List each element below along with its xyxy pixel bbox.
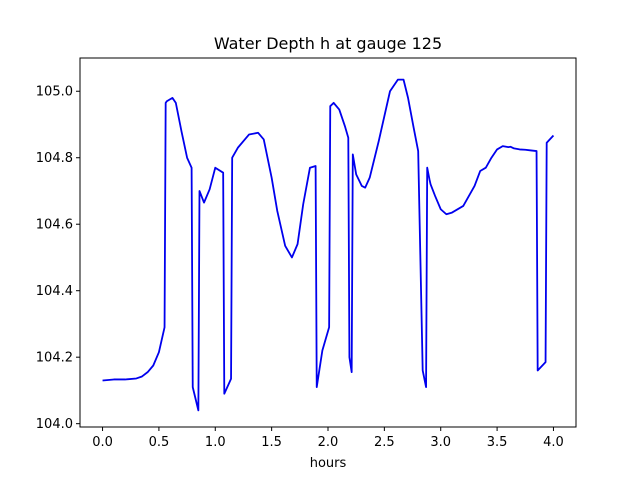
chart-title: Water Depth h at gauge 125 <box>214 34 442 53</box>
series-line <box>102 78 555 412</box>
x-tick-label: 4.0 <box>543 435 564 450</box>
x-axis: 0.0 0.5 1.0 1.5 2.0 2.5 3.0 3.5 4.0 <box>92 427 564 450</box>
y-tick-label: 105.0 <box>36 85 73 100</box>
y-tick-label: 104.0 <box>36 417 73 432</box>
y-tick-label: 104.2 <box>36 351 73 366</box>
x-tick-label: 0.5 <box>149 435 170 450</box>
x-tick-label: 2.0 <box>318 435 339 450</box>
x-tick-label: 1.5 <box>261 435 282 450</box>
y-tick-label: 104.8 <box>36 151 73 166</box>
x-tick-label: 2.5 <box>374 435 395 450</box>
y-axis: 104.0 104.2 104.4 104.6 104.8 105.0 <box>36 85 80 432</box>
y-tick-label: 104.6 <box>36 218 73 233</box>
x-tick-label: 3.5 <box>487 435 508 450</box>
x-axis-label: hours <box>310 456 347 471</box>
x-tick-label: 1.0 <box>205 435 226 450</box>
x-tick-label: 0.0 <box>92 435 113 450</box>
y-tick-label: 104.4 <box>36 284 73 299</box>
x-tick-label: 3.0 <box>430 435 451 450</box>
